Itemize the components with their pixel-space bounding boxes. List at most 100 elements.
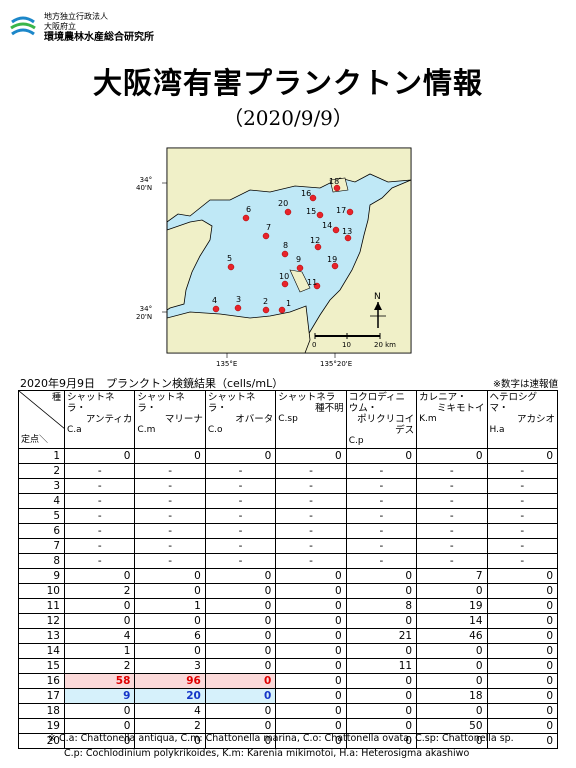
col-name-line2: アカシオ <box>516 414 555 425</box>
col-header-ca: シャットネラ・ アンティカ C.a <box>63 390 136 449</box>
footnote-text-1: ※ C.a: Chattonella antiqua, C.m: Chatton… <box>48 733 514 744</box>
value-cell: - <box>345 493 418 509</box>
value-cell: 0 <box>345 568 418 584</box>
value-cell: - <box>275 523 347 539</box>
value-cell: - <box>204 493 277 509</box>
value-cell: - <box>275 493 347 509</box>
value-cell: 0 <box>134 733 206 749</box>
station-cell: 3 <box>18 478 65 494</box>
value-cell: 0 <box>275 703 347 719</box>
value-cell: - <box>134 553 206 569</box>
value-cell: 0 <box>204 568 277 584</box>
station-cell: 13 <box>18 628 65 644</box>
station-cell: 20 <box>18 733 65 749</box>
station-label: 3 <box>236 295 241 304</box>
lat-label-upper: 34° 40'N <box>136 176 153 192</box>
col-header-ha: ヘテロシグマ・ アカシオ H.a <box>486 390 559 449</box>
station-marker <box>262 232 270 240</box>
col-name-line2: ミキモトイ <box>437 403 485 414</box>
station-cell: 10 <box>18 583 65 599</box>
station-cell: 16 <box>18 673 65 689</box>
table-row: 19 0 2 0 0 0 50 0 <box>18 718 559 734</box>
value-cell: - <box>63 463 136 479</box>
value-cell: - <box>345 523 418 539</box>
value-cell: - <box>345 538 418 554</box>
col-name-line2: アンティカ <box>85 414 133 425</box>
value-cell: 21 <box>345 628 418 644</box>
value-cell: 19 <box>416 598 488 614</box>
station-cell: 9 <box>18 568 65 584</box>
value-cell: - <box>204 553 277 569</box>
value-cell: 0 <box>416 583 488 599</box>
value-cell: 0 <box>345 688 418 704</box>
col-header-km: カレニア・ ミキモトイ K.m <box>416 390 488 449</box>
station-marker <box>314 243 322 251</box>
corner-bottom-label: 定点＼ <box>21 435 49 445</box>
station-cell: 5 <box>18 508 65 524</box>
station-label: 12 <box>310 236 320 245</box>
value-cell: 0 <box>204 628 277 644</box>
value-cell: - <box>345 463 418 479</box>
value-cell: 2 <box>134 718 206 734</box>
org-line-3: 環境農林水産総合研究所 <box>44 32 154 43</box>
table-row: 7------- <box>18 538 559 554</box>
value-cell: 96 <box>134 673 206 689</box>
value-cell: 0 <box>486 568 559 584</box>
col-name-line2: オバータ <box>235 414 274 425</box>
value-cell: - <box>275 478 347 494</box>
value-cell: - <box>416 523 488 539</box>
station-marker <box>296 264 304 272</box>
value-cell: 0 <box>275 598 347 614</box>
col-name-line1: コクロディニウム・ <box>348 392 406 414</box>
col-abbr: C.m <box>137 425 156 435</box>
value-cell: 4 <box>134 703 206 719</box>
value-cell: 18 <box>416 688 488 704</box>
station-cell: 15 <box>18 658 65 674</box>
value-cell: 0 <box>486 673 559 689</box>
value-cell: - <box>345 508 418 524</box>
value-cell: 0 <box>134 448 206 464</box>
value-cell: 0 <box>204 448 277 464</box>
value-cell: 4 <box>63 628 136 644</box>
value-cell: - <box>416 538 488 554</box>
table-row: 14 1 0 0 0 0 0 0 <box>18 643 559 659</box>
table-header-row: 種 定点＼ シャットネラ・ アンティカ C.a シャットネラ・ マリーナ C.m シャッ… <box>18 390 559 449</box>
station-marker <box>262 306 270 314</box>
table-row: 17 9 20 0 0 0 18 0 <box>18 688 559 704</box>
station-label: 1 <box>286 299 291 308</box>
value-cell: - <box>416 463 488 479</box>
north-arrow-icon <box>370 302 386 328</box>
station-cell: 2 <box>18 463 65 479</box>
col-name-line1: ヘテロシグマ・ <box>489 392 538 414</box>
lon-label-left: 135°E <box>216 360 238 368</box>
value-cell: 0 <box>345 703 418 719</box>
value-cell: 0 <box>275 673 347 689</box>
station-marker <box>234 304 242 312</box>
station-label: 17 <box>336 206 346 215</box>
value-cell: 0 <box>63 613 136 629</box>
col-name-line1: シャットネラ・ <box>137 392 185 414</box>
value-cell: 1 <box>63 643 136 659</box>
value-cell: - <box>63 538 136 554</box>
corner-top-label: 種 <box>51 393 61 403</box>
table-row: 5------- <box>18 508 559 524</box>
table-row: 20 0 0 0 0 0 0 0 <box>18 733 559 749</box>
value-cell: 0 <box>345 673 418 689</box>
corner-cell: 種 定点＼ <box>18 390 65 449</box>
value-cell: 0 <box>275 568 347 584</box>
value-cell: 0 <box>416 673 488 689</box>
value-cell: 0 <box>486 703 559 719</box>
station-label: 14 <box>322 221 332 230</box>
value-cell: - <box>63 478 136 494</box>
station-cell: 4 <box>18 493 65 509</box>
value-cell: - <box>345 478 418 494</box>
station-cell: 17 <box>18 688 65 704</box>
value-cell: 0 <box>486 733 559 749</box>
value-cell: 6 <box>134 628 206 644</box>
col-abbr: C.p <box>348 436 364 446</box>
value-cell: 0 <box>204 718 277 734</box>
value-cell: 0 <box>134 613 206 629</box>
value-cell: 0 <box>416 703 488 719</box>
value-cell: - <box>63 523 136 539</box>
